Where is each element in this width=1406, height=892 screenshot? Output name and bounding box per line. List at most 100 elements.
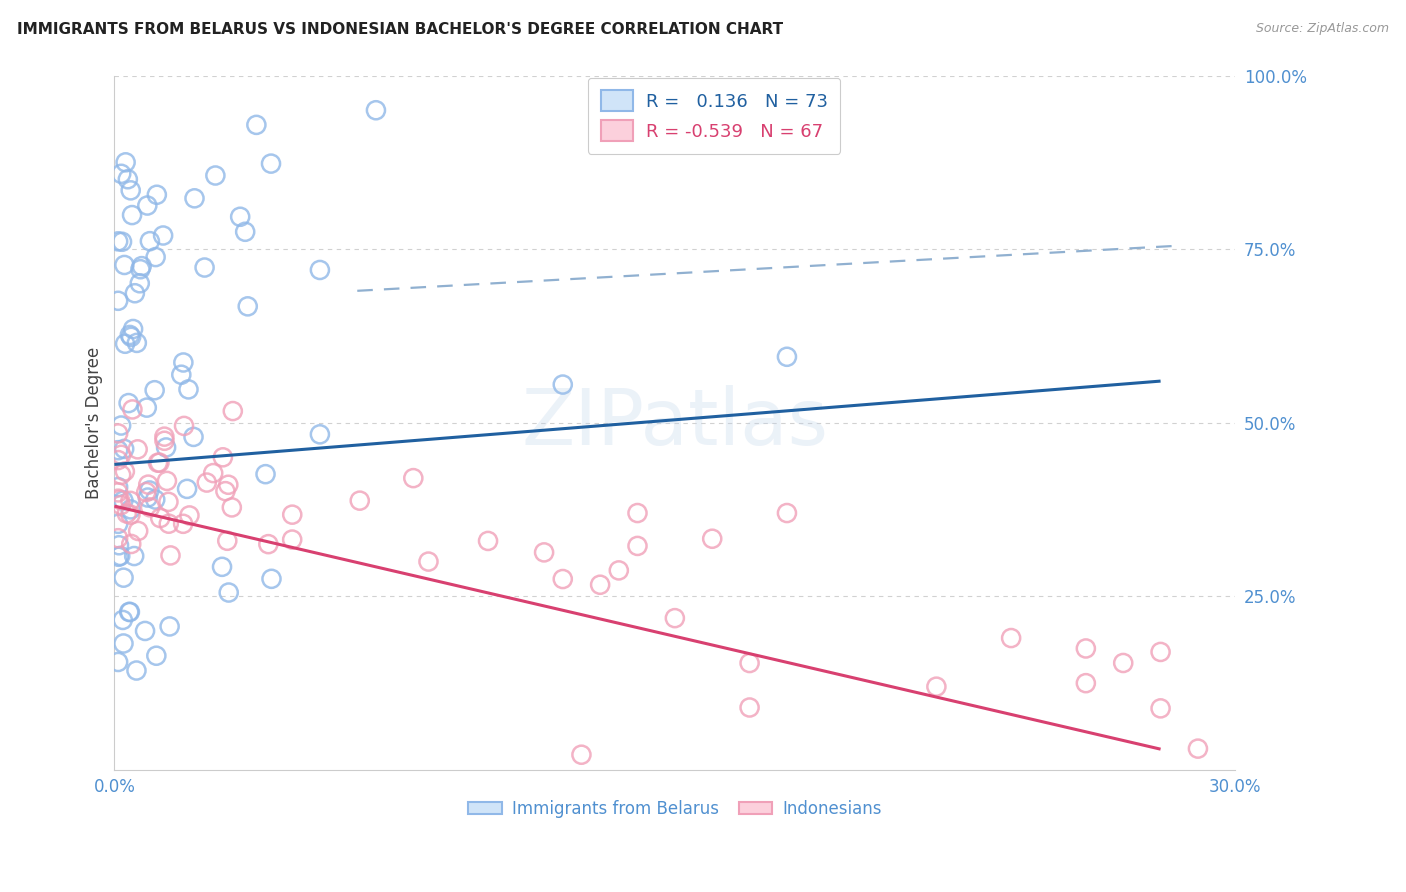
Point bbox=[114, 155, 136, 169]
Point bbox=[111, 613, 134, 627]
Point bbox=[664, 611, 686, 625]
Point bbox=[112, 258, 135, 272]
Point bbox=[139, 500, 162, 515]
Point bbox=[136, 491, 159, 505]
Point bbox=[183, 191, 205, 205]
Point bbox=[212, 450, 235, 465]
Point bbox=[112, 442, 135, 456]
Point bbox=[145, 648, 167, 663]
Point bbox=[349, 493, 371, 508]
Point bbox=[738, 700, 761, 714]
Point bbox=[233, 225, 256, 239]
Point bbox=[143, 492, 166, 507]
Point bbox=[260, 572, 283, 586]
Point bbox=[202, 466, 225, 480]
Point bbox=[110, 549, 132, 563]
Point bbox=[1074, 641, 1097, 656]
Point bbox=[115, 507, 138, 521]
Point bbox=[138, 483, 160, 498]
Point bbox=[260, 156, 283, 170]
Point bbox=[533, 545, 555, 559]
Point bbox=[107, 235, 129, 249]
Point bbox=[183, 430, 205, 444]
Point bbox=[702, 532, 724, 546]
Point bbox=[172, 355, 194, 369]
Point bbox=[110, 448, 132, 462]
Point bbox=[107, 485, 129, 500]
Point bbox=[309, 263, 332, 277]
Point bbox=[125, 335, 148, 350]
Point bbox=[551, 572, 574, 586]
Legend: Immigrants from Belarus, Indonesians: Immigrants from Belarus, Indonesians bbox=[461, 793, 889, 824]
Point bbox=[551, 377, 574, 392]
Point bbox=[108, 492, 131, 507]
Point bbox=[776, 350, 799, 364]
Point bbox=[112, 493, 135, 508]
Y-axis label: Bachelor's Degree: Bachelor's Degree bbox=[86, 347, 103, 499]
Point bbox=[131, 259, 153, 273]
Point bbox=[143, 383, 166, 397]
Point bbox=[107, 549, 129, 564]
Point bbox=[152, 228, 174, 243]
Point bbox=[236, 299, 259, 313]
Point bbox=[1074, 676, 1097, 690]
Point bbox=[110, 167, 132, 181]
Point bbox=[148, 456, 170, 470]
Point bbox=[176, 482, 198, 496]
Point bbox=[1000, 631, 1022, 645]
Point bbox=[120, 330, 142, 344]
Point bbox=[173, 418, 195, 433]
Point bbox=[120, 494, 142, 508]
Point bbox=[107, 516, 129, 531]
Point bbox=[281, 508, 304, 522]
Point bbox=[364, 103, 387, 118]
Point bbox=[129, 262, 152, 277]
Point bbox=[118, 605, 141, 619]
Point bbox=[146, 187, 169, 202]
Point bbox=[121, 208, 143, 222]
Point bbox=[177, 383, 200, 397]
Point bbox=[281, 533, 304, 547]
Point bbox=[214, 484, 236, 499]
Point bbox=[120, 508, 142, 522]
Point bbox=[108, 538, 131, 552]
Point bbox=[114, 464, 136, 478]
Point bbox=[159, 549, 181, 563]
Point bbox=[218, 585, 240, 599]
Point bbox=[127, 442, 149, 457]
Point bbox=[110, 418, 132, 433]
Point bbox=[125, 664, 148, 678]
Point bbox=[107, 443, 129, 458]
Point bbox=[118, 605, 141, 619]
Point bbox=[124, 286, 146, 301]
Point bbox=[107, 453, 129, 467]
Point bbox=[925, 680, 948, 694]
Point bbox=[107, 426, 129, 441]
Point bbox=[172, 516, 194, 531]
Point bbox=[589, 578, 612, 592]
Point bbox=[149, 511, 172, 525]
Point bbox=[245, 118, 267, 132]
Point bbox=[221, 500, 243, 515]
Point bbox=[135, 401, 157, 415]
Point bbox=[120, 183, 142, 197]
Point bbox=[107, 293, 129, 308]
Point bbox=[607, 563, 630, 577]
Point bbox=[117, 172, 139, 186]
Point bbox=[195, 475, 218, 490]
Point bbox=[136, 477, 159, 491]
Point bbox=[738, 656, 761, 670]
Point bbox=[1112, 656, 1135, 670]
Point bbox=[121, 402, 143, 417]
Point bbox=[194, 260, 217, 275]
Text: ZIPatlas: ZIPatlas bbox=[522, 384, 828, 461]
Point bbox=[117, 396, 139, 410]
Point bbox=[146, 456, 169, 470]
Point bbox=[159, 619, 181, 633]
Point bbox=[222, 404, 245, 418]
Point bbox=[571, 747, 593, 762]
Point bbox=[776, 506, 799, 520]
Point bbox=[134, 624, 156, 638]
Point bbox=[254, 467, 277, 482]
Point bbox=[107, 655, 129, 669]
